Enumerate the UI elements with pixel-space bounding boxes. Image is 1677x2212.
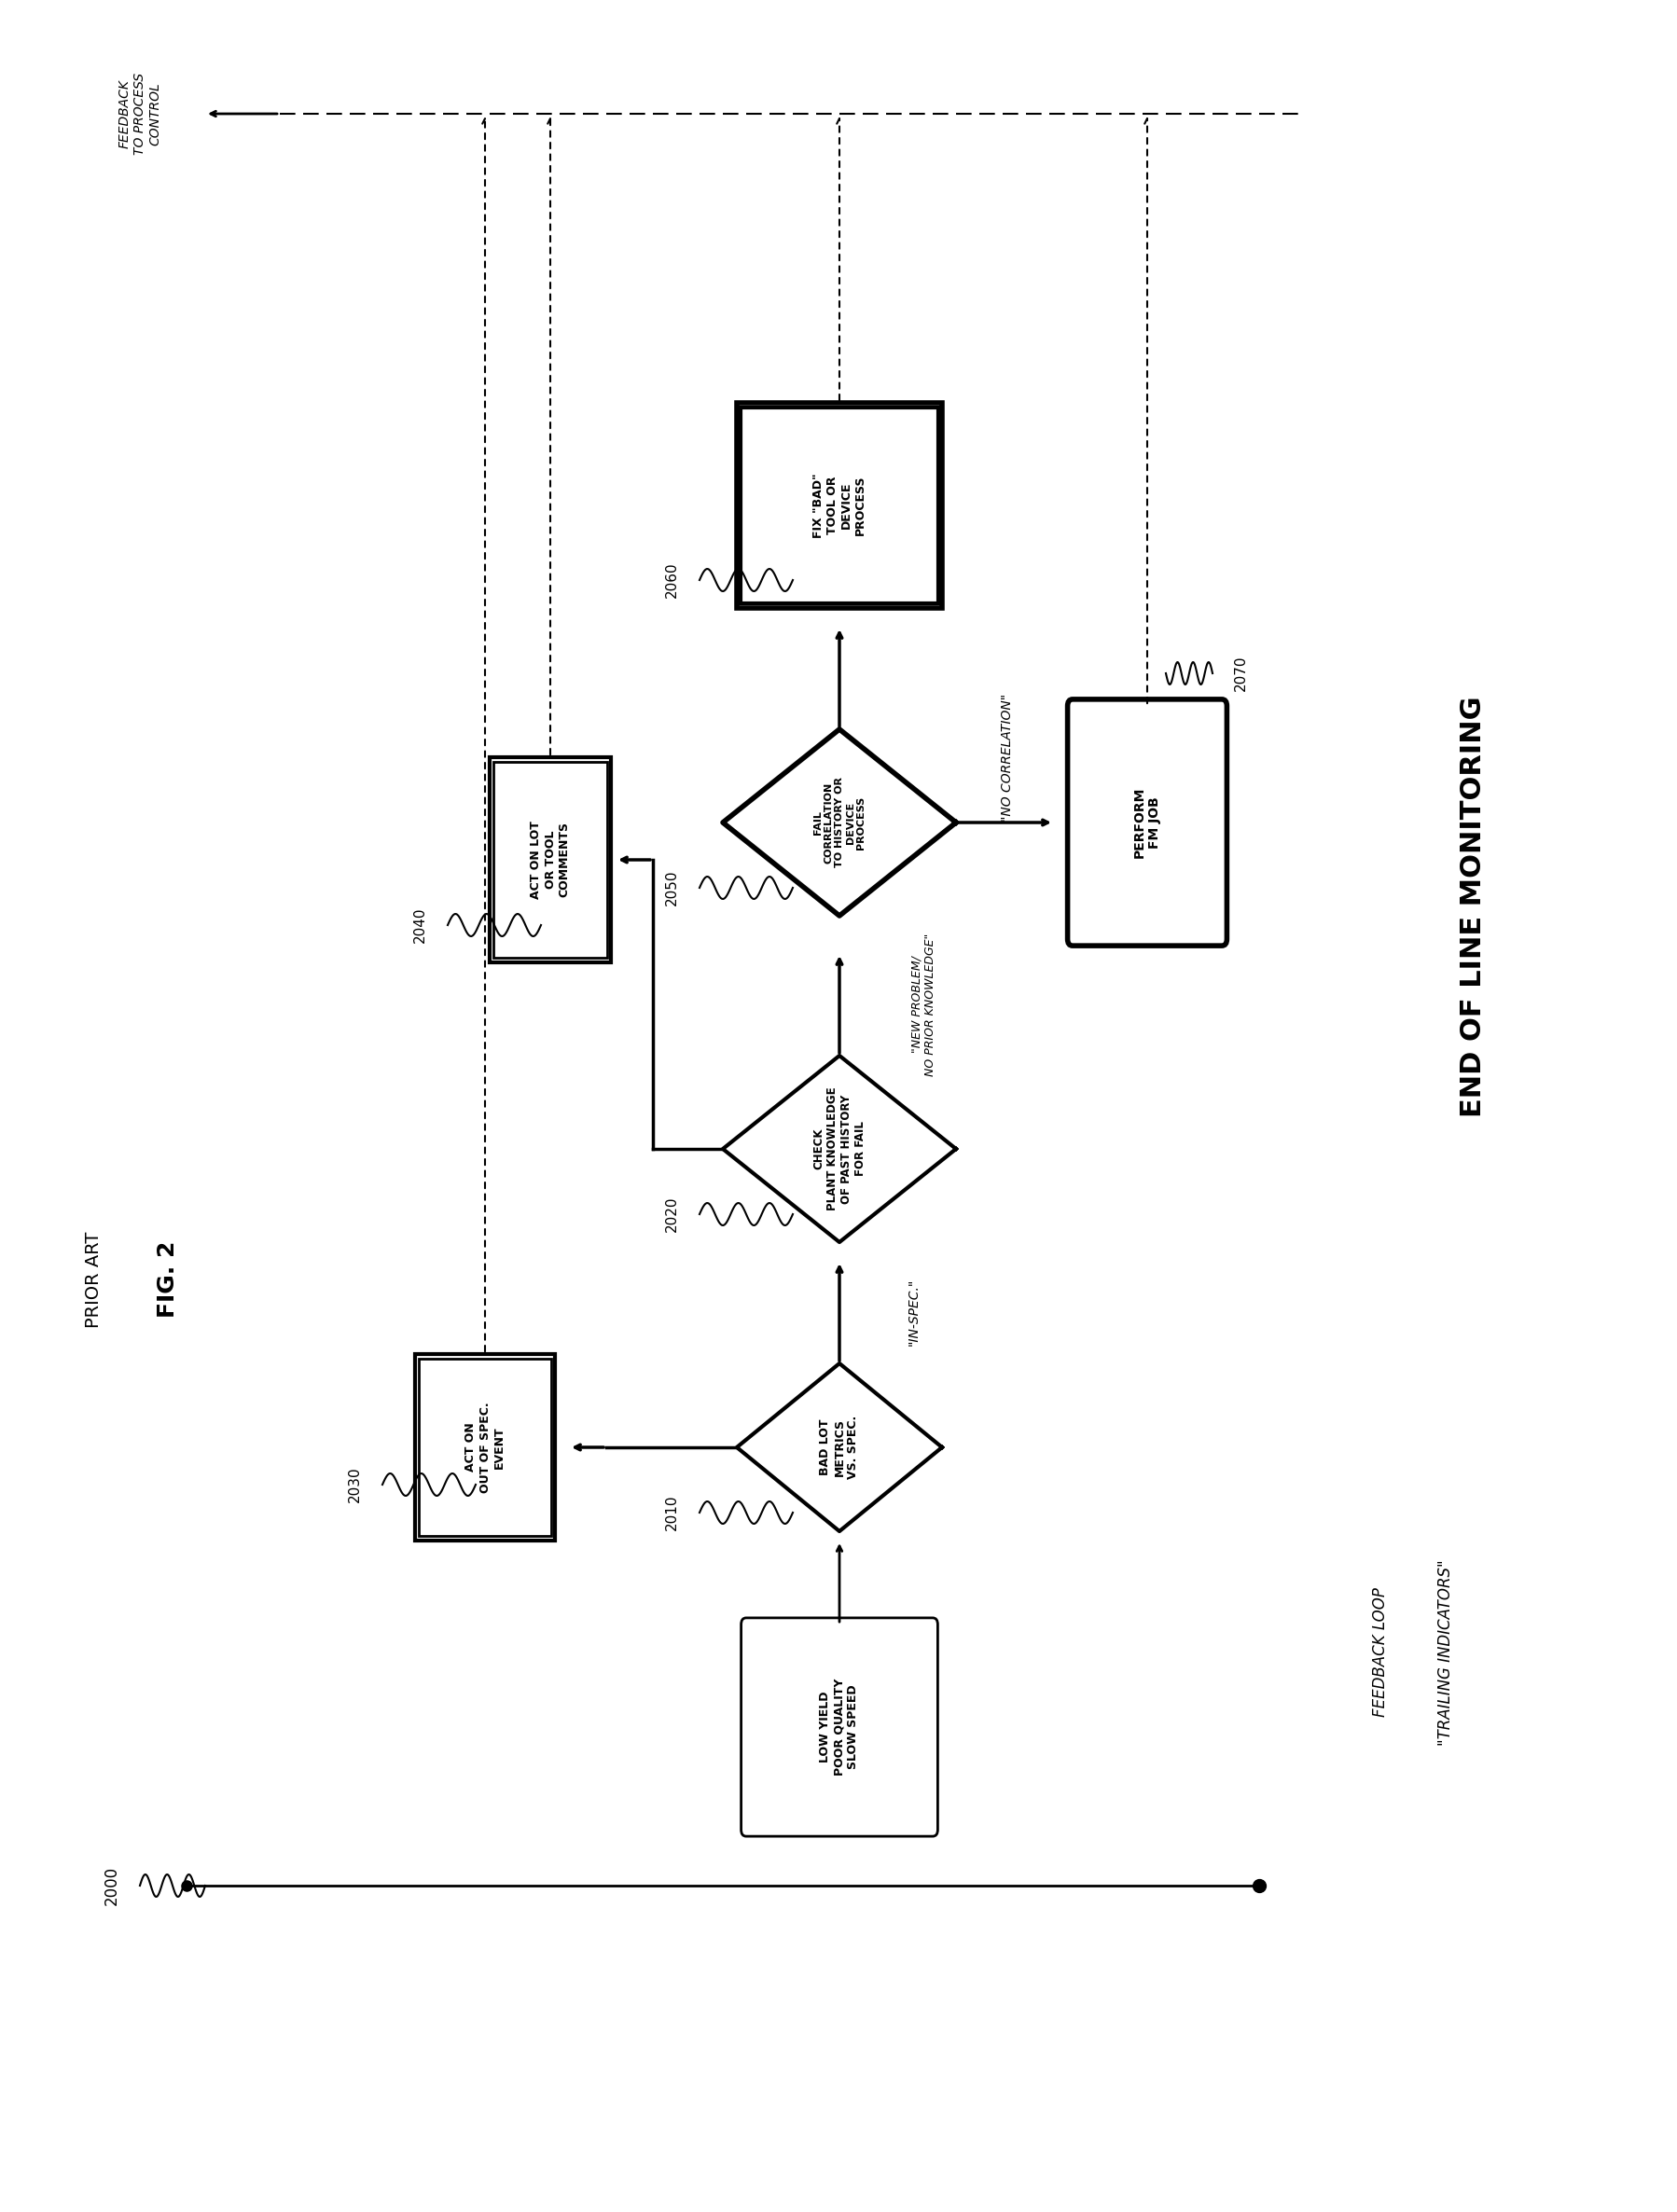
Text: BAD LOT
METRICS
VS. SPEC.: BAD LOT METRICS VS. SPEC.	[820, 1416, 860, 1480]
Text: ACT ON
OUT OF SPEC.
EVENT: ACT ON OUT OF SPEC. EVENT	[465, 1402, 505, 1493]
Text: 2040: 2040	[413, 907, 426, 942]
Text: FAIL
CORRELATION
TO HISTORY OR
DEVICE
PROCESS: FAIL CORRELATION TO HISTORY OR DEVICE PR…	[813, 776, 865, 867]
Text: PERFORM
FM JOB: PERFORM FM JOB	[1134, 787, 1160, 858]
Text: FEEDBACK
TO PROCESS
CONTROL: FEEDBACK TO PROCESS CONTROL	[119, 73, 161, 155]
Bar	[736, 403, 942, 608]
Text: "NO CORRELATION": "NO CORRELATION"	[1001, 692, 1015, 821]
Bar	[414, 1354, 555, 1540]
Text: 2020: 2020	[664, 1197, 679, 1232]
FancyBboxPatch shape	[741, 1617, 937, 1836]
Bar	[740, 407, 939, 604]
Text: CHECK
PLANT KNOWLEDGE
OF PAST HISTORY
FOR FAIL: CHECK PLANT KNOWLEDGE OF PAST HISTORY FO…	[812, 1086, 867, 1210]
Text: FEEDBACK LOOP: FEEDBACK LOOP	[1372, 1588, 1389, 1717]
Text: "IN-SPEC.": "IN-SPEC."	[907, 1279, 921, 1345]
Text: "TRAILING INDICATORS": "TRAILING INDICATORS"	[1437, 1559, 1454, 1745]
Text: 2050: 2050	[664, 869, 679, 905]
FancyBboxPatch shape	[1068, 699, 1228, 947]
Text: END OF LINE MONITORING: END OF LINE MONITORING	[1461, 697, 1487, 1117]
Text: 2060: 2060	[664, 562, 679, 597]
Text: 2000: 2000	[104, 1867, 121, 1905]
Text: "NEW PROBLEM/
NO PRIOR KNOWLEDGE": "NEW PROBLEM/ NO PRIOR KNOWLEDGE"	[911, 933, 936, 1075]
Bar	[418, 1358, 552, 1535]
Text: 2030: 2030	[347, 1467, 362, 1502]
Text: 2010: 2010	[664, 1495, 679, 1531]
Text: LOW YIELD
POOR QUALITY
SLOW SPEED: LOW YIELD POOR QUALITY SLOW SPEED	[820, 1679, 860, 1776]
Bar	[493, 761, 607, 958]
Text: 2070: 2070	[1234, 655, 1248, 690]
Bar	[490, 757, 610, 962]
Text: PRIOR ART: PRIOR ART	[84, 1232, 102, 1327]
Text: ACT ON LOT
OR TOOL
COMMENTS: ACT ON LOT OR TOOL COMMENTS	[530, 821, 570, 898]
Text: FIG. 2: FIG. 2	[156, 1241, 179, 1318]
Text: FIX "BAD"
TOOL OR
DEVICE
PROCESS: FIX "BAD" TOOL OR DEVICE PROCESS	[812, 473, 867, 538]
